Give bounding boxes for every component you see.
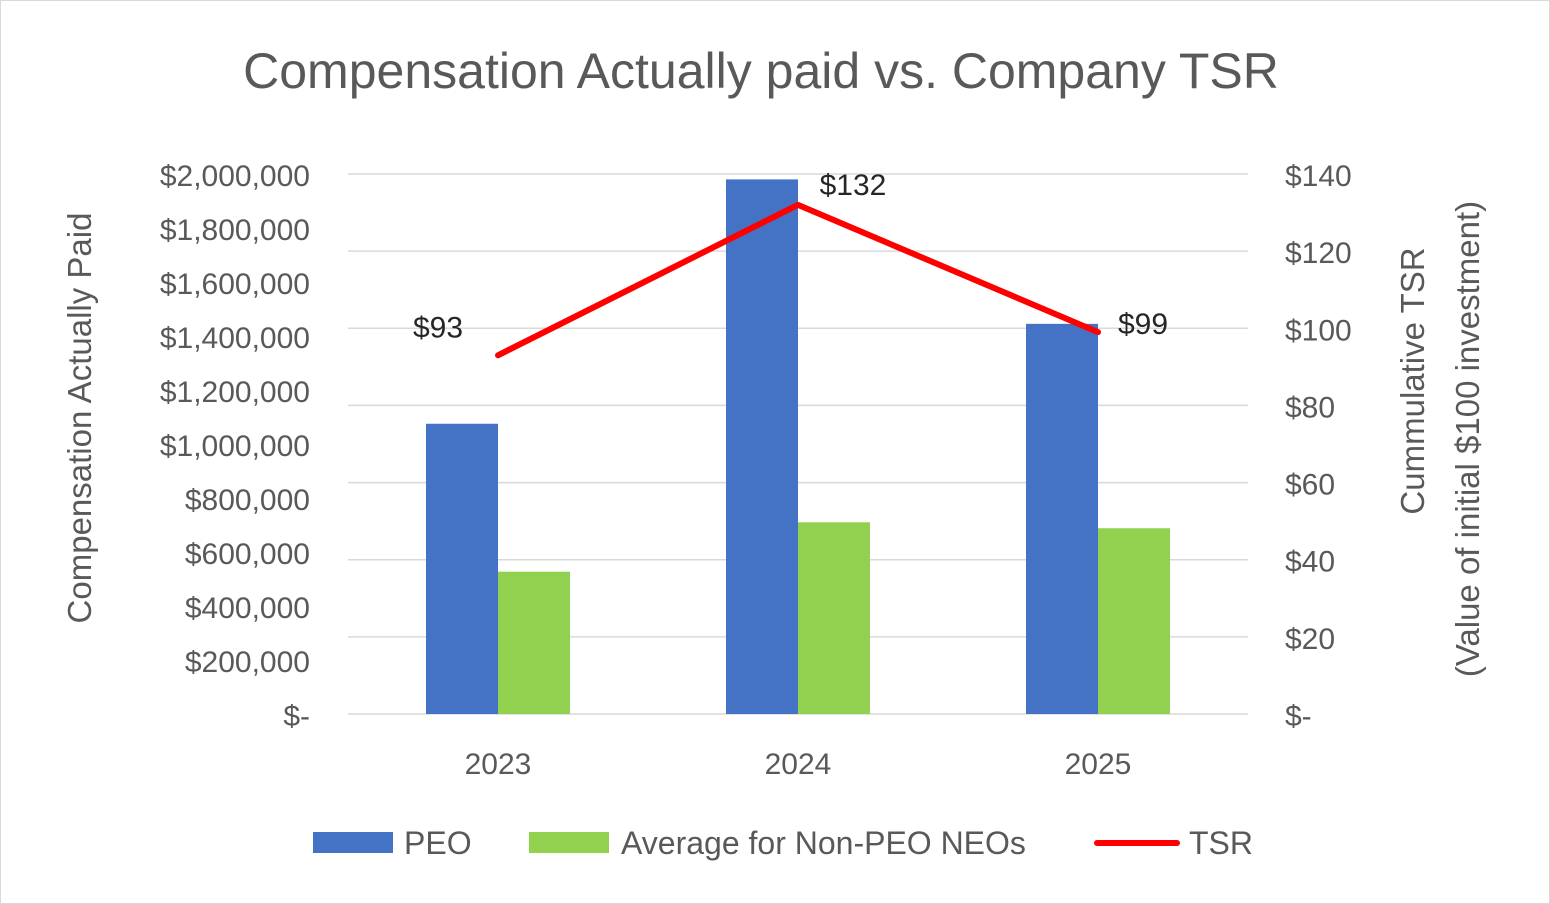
right-tick-label: $60 (1285, 469, 1335, 502)
bar-average-for-non-peo-neos-2025 (1098, 528, 1170, 714)
left-tick-label: $1,400,000 (160, 322, 310, 355)
left-tick-label: $2,000,000 (160, 160, 310, 193)
right-tick-label: $20 (1285, 623, 1335, 656)
right-tick-label: $120 (1285, 237, 1352, 270)
left-axis-ticks: $- $200,000 $400,000 $600,000 $800,000 $1,000… (160, 160, 310, 733)
left-tick-label: $1,200,000 (160, 376, 310, 409)
left-tick-label: $1,800,000 (160, 214, 310, 247)
left-axis-title: Compensation Actually Paid (61, 213, 98, 624)
right-axis-ticks: $- $20 $40 $60 $80 $100 $120 $140 (1285, 160, 1352, 733)
chart-title: Compensation Actually paid vs. Company T… (243, 43, 1279, 99)
left-tick-label: $200,000 (185, 646, 310, 679)
bar-peo-2024 (726, 179, 798, 714)
x-tick-label: 2024 (765, 748, 832, 781)
left-tick-label: $600,000 (185, 538, 310, 571)
tsr-data-label: $132 (820, 169, 887, 202)
bars (426, 179, 1170, 714)
legend-swatch-average-for-non-peo-neos (529, 832, 609, 853)
right-axis-title-line1: Cummulative TSR (1394, 247, 1431, 514)
tsr-data-label: $99 (1118, 308, 1168, 341)
left-tick-label: $800,000 (185, 484, 310, 517)
legend-swatch-peo (313, 832, 393, 853)
legend: PEO Average for Non-PEO NEOs TSR (313, 825, 1253, 861)
right-tick-label: $- (1285, 700, 1312, 733)
bar-peo-2025 (1026, 323, 1098, 714)
left-tick-label: $1,600,000 (160, 268, 310, 301)
right-tick-label: $140 (1285, 160, 1352, 193)
right-tick-label: $80 (1285, 391, 1335, 424)
tsr-line-layer: $93 $132 $99 (413, 169, 1168, 359)
x-axis-ticks: 2023 2024 2025 (465, 748, 1132, 781)
right-tick-label: $100 (1285, 314, 1352, 347)
left-tick-label: $1,000,000 (160, 430, 310, 463)
left-tick-label: $- (283, 700, 310, 733)
legend-label-average-for-non-peo-neos: Average for Non-PEO NEOs (621, 825, 1026, 861)
bar-average-for-non-peo-neos-2023 (498, 571, 570, 714)
bar-average-for-non-peo-neos-2024 (798, 522, 870, 714)
right-tick-label: $40 (1285, 546, 1335, 579)
x-tick-label: 2025 (1065, 748, 1132, 781)
right-axis-title-line2: (Value of initial $100 investment) (1449, 201, 1486, 677)
tsr-line (495, 201, 1101, 359)
legend-label-peo: PEO (404, 825, 472, 861)
x-tick-label: 2023 (465, 748, 532, 781)
bar-peo-2023 (426, 423, 498, 714)
tsr-data-label: $93 (413, 311, 463, 344)
left-tick-label: $400,000 (185, 592, 310, 625)
legend-label-tsr: TSR (1189, 825, 1253, 861)
